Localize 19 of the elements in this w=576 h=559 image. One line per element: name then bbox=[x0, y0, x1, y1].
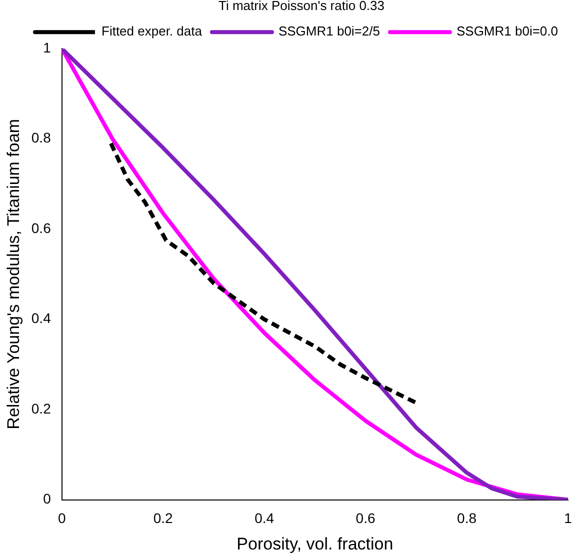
line-series bbox=[108, 141, 418, 405]
legend-label: Fitted exper. data bbox=[102, 24, 203, 39]
y-tick-label: 1 bbox=[43, 39, 52, 56]
legend-label: SSGMR1 b0i=0.0 bbox=[456, 24, 558, 39]
y-tick-label: 0.6 bbox=[31, 220, 52, 236]
x-tick-label: 1 bbox=[564, 510, 572, 526]
x-tick-label: 0.2 bbox=[153, 510, 174, 526]
x-tick-label: 0.8 bbox=[457, 510, 477, 526]
y-axis-title: Relative Young's modulus, Titanium foam bbox=[4, 119, 23, 430]
x-axis-title: Porosity, vol. fraction bbox=[236, 534, 394, 554]
y-tick-label: 0.8 bbox=[31, 130, 52, 146]
x-tick-label: 0 bbox=[58, 510, 66, 526]
x-tick-label: 0.4 bbox=[254, 510, 274, 526]
y-tick-label: 0 bbox=[43, 490, 52, 507]
y-tick-label: 0.4 bbox=[31, 310, 52, 326]
legend-title: Ti matrix Poisson's ratio 0.33 bbox=[218, 0, 385, 14]
y-tick-label: 0.2 bbox=[31, 400, 52, 416]
legend-label: SSGMR1 b0i=2/5 bbox=[278, 24, 380, 39]
x-tick-label: 0.6 bbox=[356, 510, 376, 526]
